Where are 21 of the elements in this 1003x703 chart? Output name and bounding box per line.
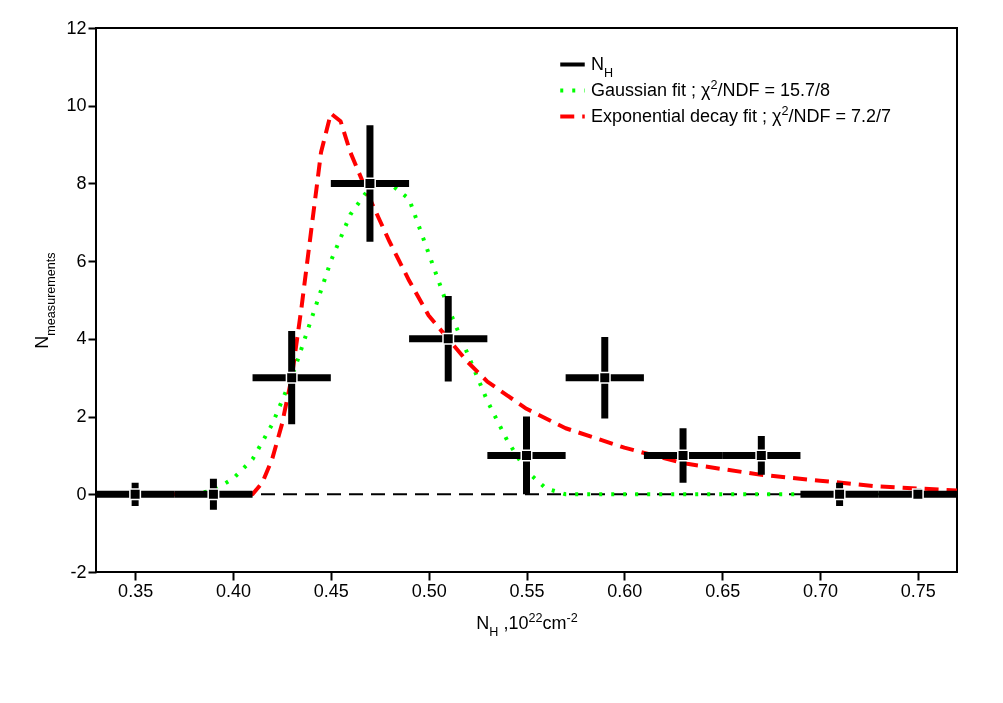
x-tick-label: 0.70 — [803, 580, 839, 601]
y-tick-label: -2 — [70, 561, 87, 582]
y-tick-label: 12 — [66, 17, 87, 38]
x-axis-title: N$_{H}$ ,10$^{22}$cm$^{-2}$ — [476, 610, 578, 639]
y-tick-label: 10 — [66, 95, 87, 116]
legend-label: N$_{H}$ — [591, 53, 614, 80]
x-tick-label: 0.65 — [705, 580, 741, 601]
x-tick-label: 0.60 — [607, 580, 643, 601]
y-tick-label: 0 — [76, 483, 87, 504]
y-tick-label: 4 — [76, 328, 87, 349]
x-tick-label: 0.50 — [411, 580, 447, 601]
y-tick-label: 2 — [76, 406, 87, 427]
x-tick-label: 0.35 — [118, 580, 154, 601]
x-tick-label: 0.40 — [215, 580, 251, 601]
legend-label: Exponential decay fit ; χ$^{2}$/NDF = 7.2/7 — [591, 103, 892, 126]
x-tick-label: 0.45 — [313, 580, 349, 601]
x-tick-label: 0.55 — [509, 580, 545, 601]
y-tick-label: 6 — [76, 250, 87, 271]
y-tick-label: 8 — [76, 172, 87, 193]
legend-label: Gaussian fit ; χ$^{2}$/NDF = 15.7/8 — [591, 77, 831, 100]
x-tick-label: 0.75 — [900, 580, 936, 601]
